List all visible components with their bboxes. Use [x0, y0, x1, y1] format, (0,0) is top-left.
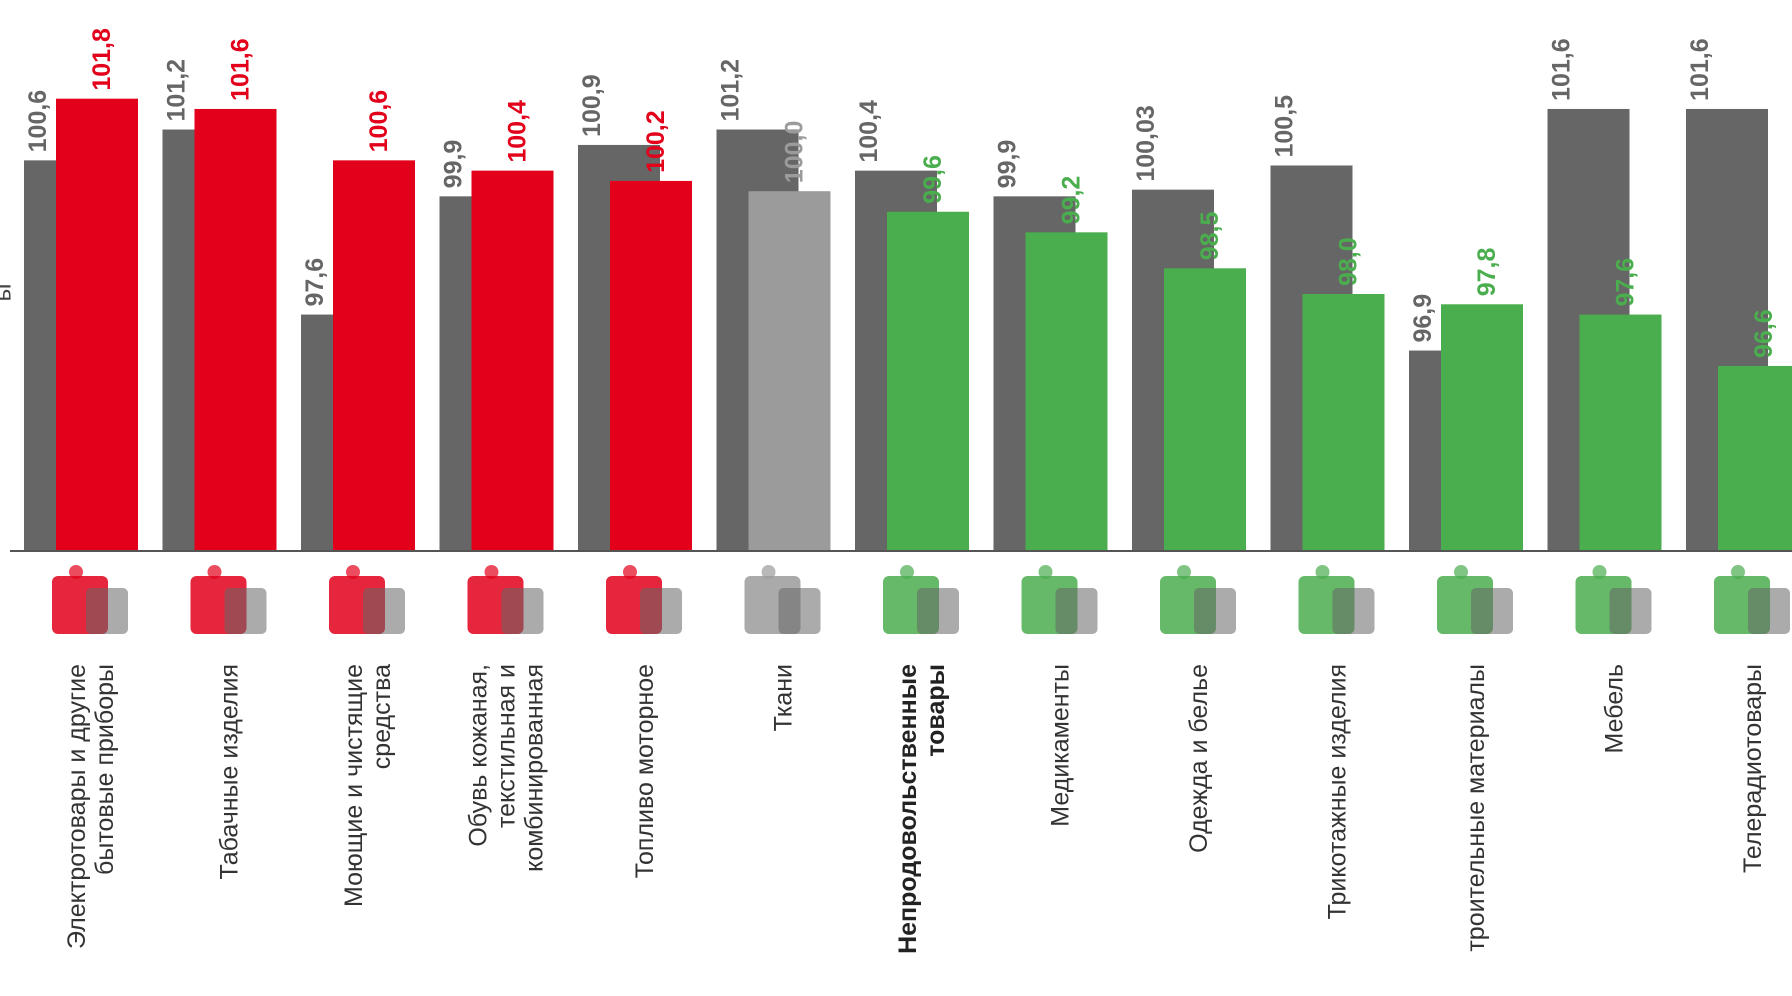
value-label-prev-1: 101,2 — [163, 59, 191, 122]
category-label-9: Трикотажные изделия — [1324, 664, 1352, 919]
value-label-prev-9: 100,5 — [1271, 95, 1299, 158]
value-label-prev-5: 101,2 — [717, 59, 745, 122]
bar-cur-7 — [1025, 232, 1108, 551]
category-label-2: Моющие и чистящиесредства — [340, 664, 396, 907]
category-label-12: Телерадиотовары — [1739, 664, 1767, 873]
tv-icon — [1714, 565, 1790, 634]
cigarettes-icon — [190, 565, 267, 634]
bar-cur-5 — [748, 191, 831, 551]
value-label-prev-12: 101,6 — [1686, 38, 1714, 101]
value-label-prev-0: 100,6 — [24, 90, 52, 153]
clothing-icon — [1160, 565, 1236, 634]
category-icons — [52, 565, 1790, 634]
category-label-0: Электротовары и другиебытовые приборы — [63, 664, 119, 949]
category-label-1: Табачные изделия — [216, 664, 244, 879]
category-label-6: Непродовольственныетовары — [894, 664, 950, 954]
kettle-icon — [52, 565, 128, 634]
value-labels: 100,6 101,8 101,2 101,6 97,6 100,6 99,9 100,4 10… — [24, 28, 1778, 358]
value-label-prev-8: 100,03 — [1132, 105, 1160, 181]
bars — [24, 98, 1792, 552]
value-label-cur-7: 99,2 — [1058, 176, 1086, 225]
value-label-cur-11: 97,6 — [1612, 258, 1640, 307]
value-label-cur-8: 98,5 — [1196, 212, 1224, 261]
category-label-7: Медикаменты — [1047, 664, 1075, 827]
value-label-prev-2: 97,6 — [301, 258, 329, 307]
value-label-cur-6: 99,6 — [919, 155, 947, 204]
fuel-canister-icon — [606, 565, 682, 634]
category-label-4: Топливо моторное — [631, 664, 659, 878]
building-materials-icon — [1437, 565, 1513, 634]
bar-cur-10 — [1441, 304, 1523, 551]
value-label-cur-9: 98,0 — [1335, 237, 1363, 286]
bar-cur-12 — [1718, 365, 1792, 551]
value-label-prev-11: 101,6 — [1548, 38, 1576, 101]
furniture-icon — [1575, 565, 1652, 634]
value-label-cur-5: 100,0 — [781, 121, 809, 184]
value-label-cur-4: 100,2 — [642, 110, 670, 173]
value-label-prev-3: 99,9 — [440, 140, 468, 189]
bar-cur-1 — [194, 108, 277, 552]
boot-icon — [467, 565, 544, 634]
value-label-cur-1: 101,6 — [227, 38, 255, 101]
bar-cur-8 — [1164, 268, 1246, 551]
knit-hat-icon — [1298, 565, 1375, 634]
bar-cur-2 — [333, 160, 415, 552]
category-label-10: троительные материалы — [1462, 664, 1490, 952]
value-label-prev-6: 100,4 — [855, 100, 883, 163]
category-label-3: Обувь кожаная,текстильная икомбинированн… — [465, 664, 549, 872]
fabric-icon — [744, 565, 821, 634]
detergent-icon — [329, 565, 405, 634]
value-label-cur-0: 101,8 — [88, 28, 116, 91]
value-label-prev-4: 100,9 — [578, 74, 606, 137]
category-label-11: Мебель — [1601, 664, 1629, 753]
value-label-prev-10: 96,9 — [1409, 294, 1437, 343]
value-label-cur-2: 100,6 — [365, 90, 393, 153]
category-label-5: Ткани — [770, 664, 798, 731]
category-labels: Электротовары и другиебытовые приборы Таб… — [63, 664, 1767, 954]
bar-cur-9 — [1302, 294, 1385, 551]
bar-cur-6 — [887, 211, 969, 551]
value-label-prev-7: 99,9 — [994, 140, 1022, 189]
value-label-cur-12: 96,6 — [1750, 309, 1778, 358]
goods-icon — [883, 565, 959, 634]
medicine-icon — [1021, 565, 1098, 634]
category-label-8: Одежда и белье — [1185, 664, 1213, 853]
value-label-cur-10: 97,8 — [1473, 248, 1501, 297]
value-label-cur-3: 100,4 — [504, 100, 532, 163]
bar-cur-11 — [1579, 314, 1662, 551]
bar-cur-3 — [471, 170, 554, 551]
bar-cur-4 — [610, 180, 692, 552]
bar-cur-0 — [56, 98, 138, 552]
